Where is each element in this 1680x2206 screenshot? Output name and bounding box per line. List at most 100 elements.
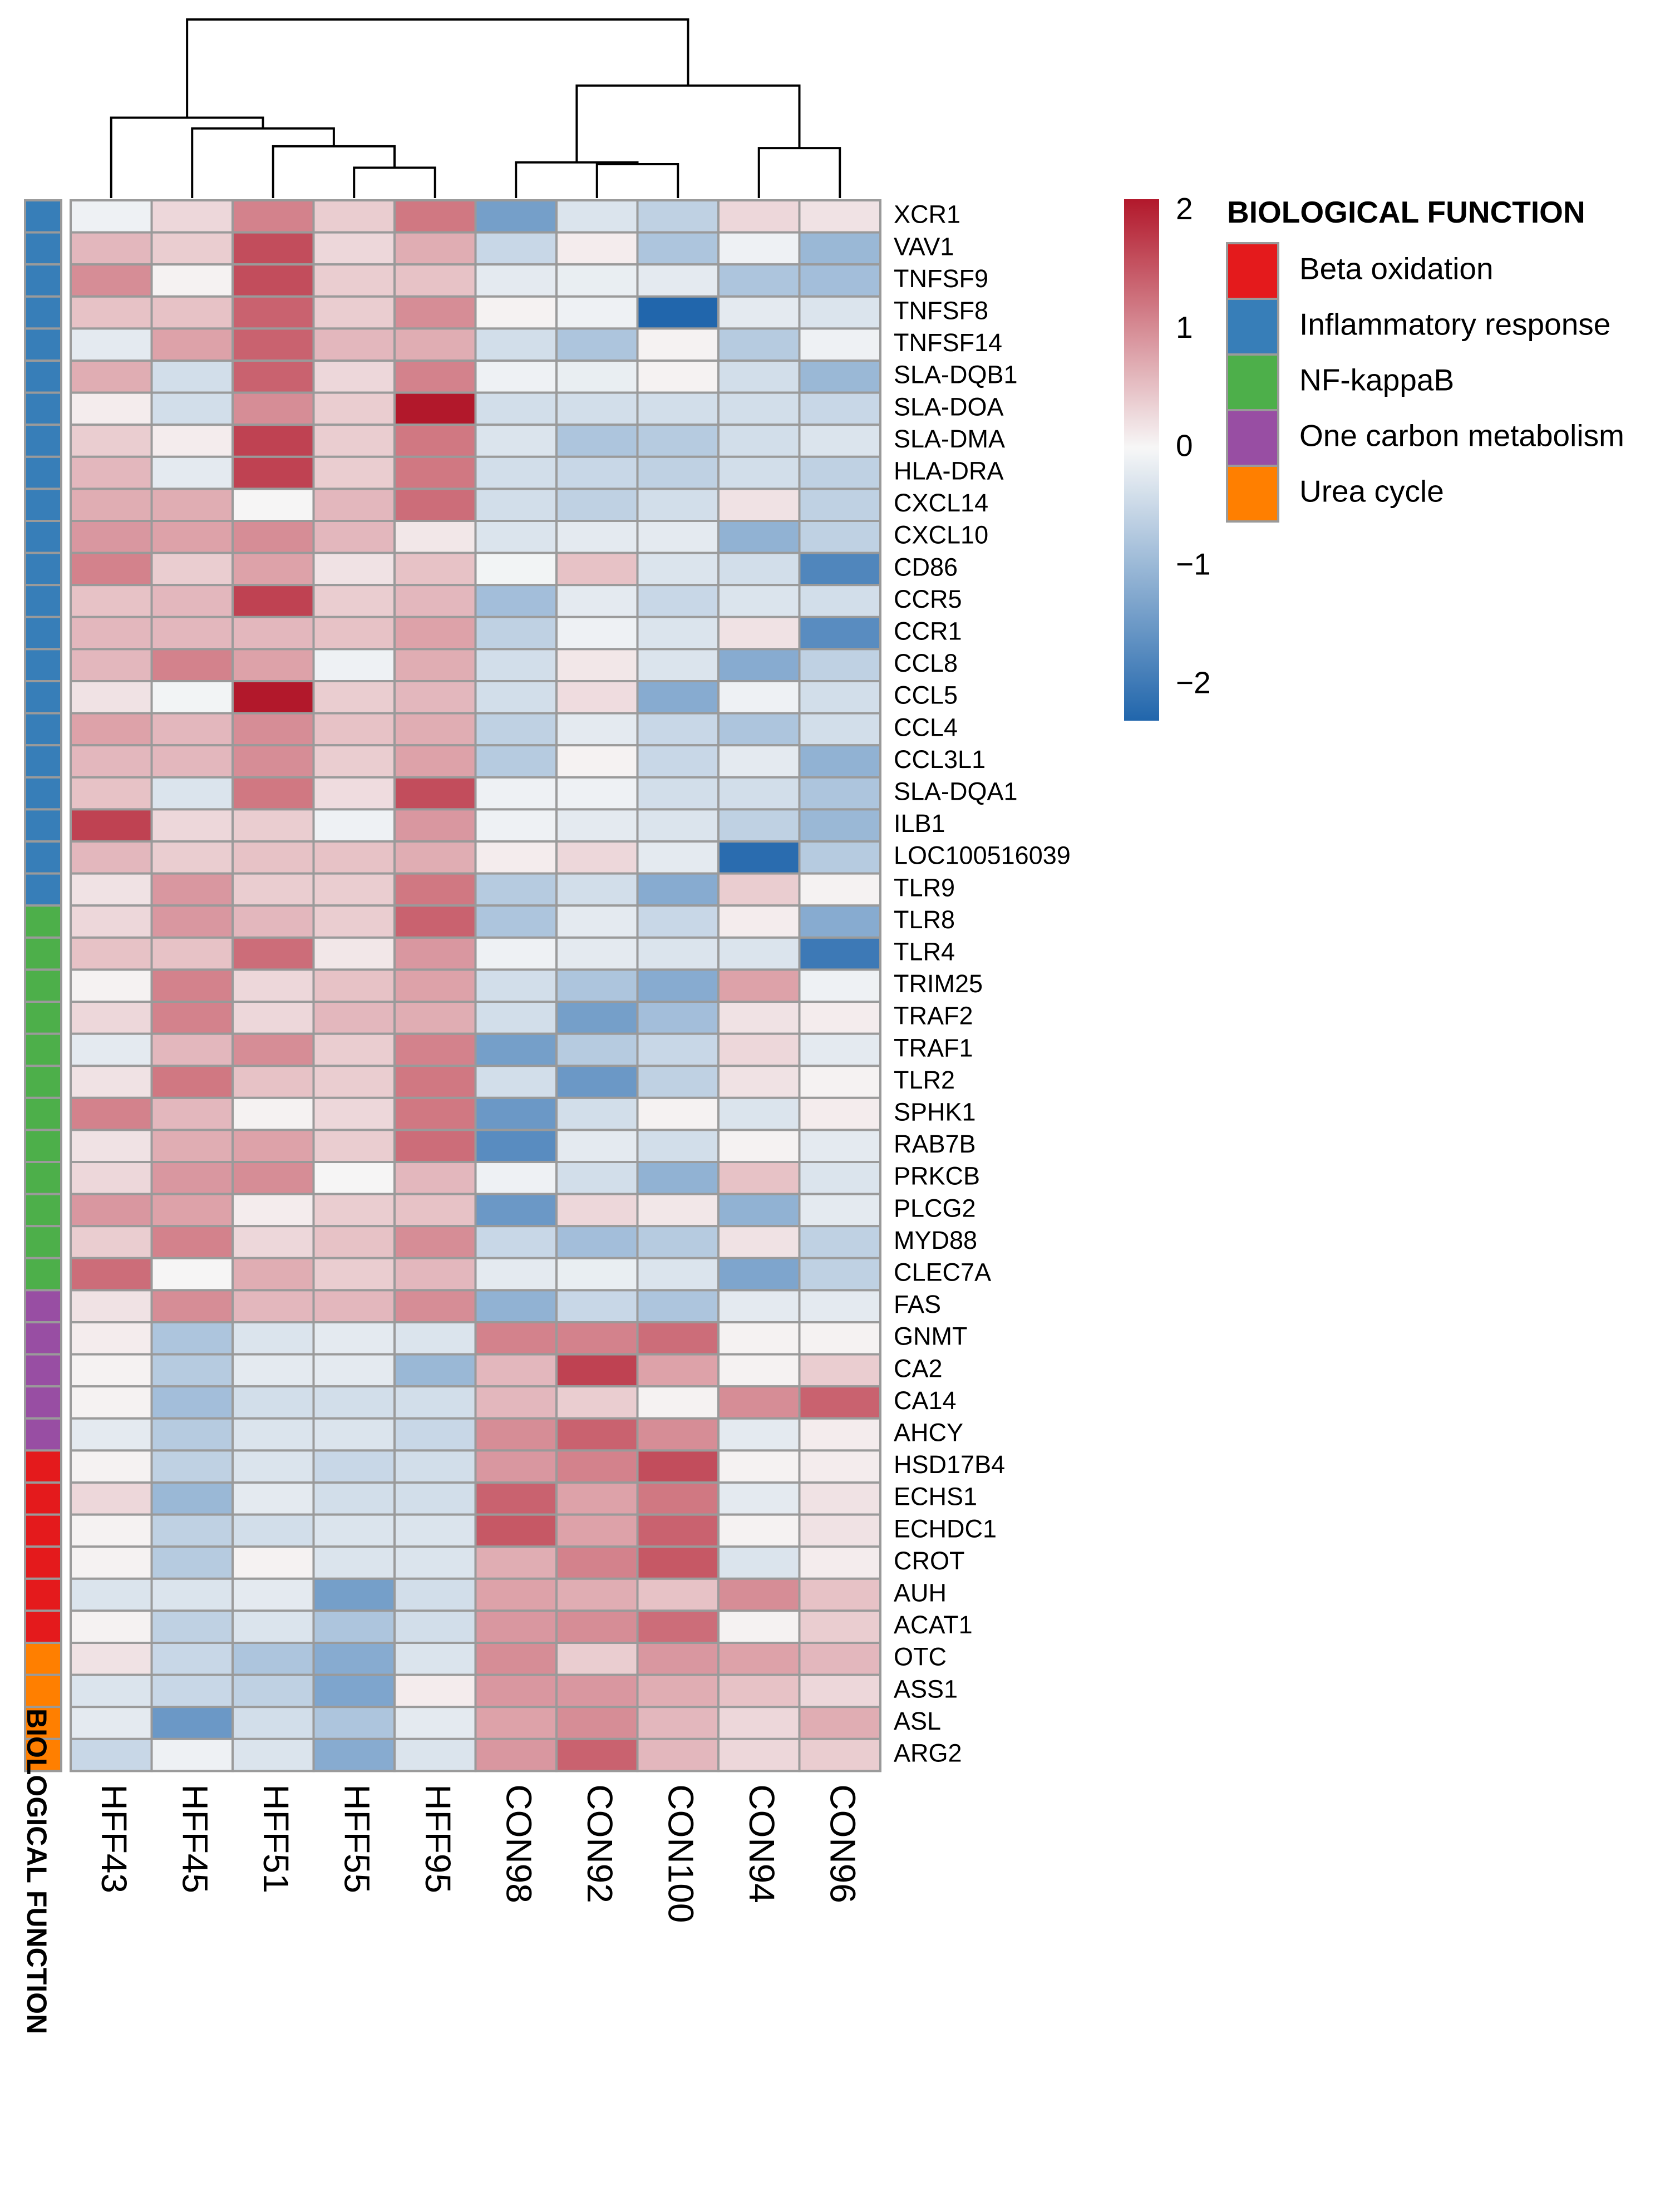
- heatmap-cell: [474, 295, 558, 330]
- heatmap-cell: [231, 263, 315, 298]
- heatmap-cell: [636, 712, 720, 747]
- heatmap-cell: [70, 1321, 153, 1356]
- annotation-axis-title: BIOLOGICAL FUNCTION: [21, 1708, 52, 2034]
- heatmap-cell: [70, 295, 153, 330]
- heatmap-cell: [393, 1706, 477, 1740]
- annotation-cell: [24, 1737, 62, 1772]
- heatmap-cell: [636, 1737, 720, 1772]
- annotation-cell: [24, 1513, 62, 1548]
- heatmap-cell: [231, 1481, 315, 1516]
- annotation-cell: [24, 872, 62, 907]
- heatmap-cell: [70, 1032, 153, 1067]
- heatmap-cell: [474, 904, 558, 939]
- heatmap-cell: [312, 1417, 396, 1452]
- heatmap-cell: [798, 1321, 881, 1356]
- row-label: SPHK1: [894, 1097, 976, 1126]
- heatmap-cell: [393, 1609, 477, 1644]
- heatmap-cell: [636, 231, 720, 266]
- heatmap-cell: [717, 1257, 801, 1292]
- heatmap-cell: [70, 231, 153, 266]
- heatmap-cell: [555, 360, 639, 394]
- column-label: CON92: [580, 1784, 620, 1903]
- heatmap-cell: [231, 391, 315, 426]
- heatmap-cell: [70, 1577, 153, 1612]
- heatmap-cell: [312, 1225, 396, 1259]
- heatmap-cell: [798, 840, 881, 875]
- heatmap-cell: [231, 455, 315, 490]
- heatmap-cell: [555, 776, 639, 811]
- heatmap-cell: [393, 1417, 477, 1452]
- row-label: RAB7B: [894, 1130, 976, 1158]
- heatmap-cell: [717, 1321, 801, 1356]
- heatmap-cell: [798, 615, 881, 651]
- heatmap-cell: [474, 584, 558, 618]
- heatmap-cell: [555, 520, 639, 554]
- heatmap-cell: [636, 295, 720, 330]
- heatmap-cell: [474, 680, 558, 715]
- heatmap-cell: [636, 1706, 720, 1740]
- heatmap-cell: [555, 1353, 639, 1388]
- annotation-cell: [24, 744, 62, 779]
- heatmap-cell: [636, 1513, 720, 1548]
- heatmap-cell: [474, 199, 558, 234]
- color-scale-tick: −1: [1176, 547, 1211, 582]
- heatmap-cell: [717, 231, 801, 266]
- heatmap-cell: [231, 295, 315, 330]
- heatmap-cell: [231, 1225, 315, 1259]
- heatmap-cell: [150, 1577, 234, 1612]
- legend-swatch: [1226, 353, 1279, 411]
- heatmap-cell: [231, 1417, 315, 1452]
- heatmap-cell: [555, 808, 639, 843]
- heatmap-cell: [231, 615, 315, 651]
- heatmap-cell: [798, 1096, 881, 1131]
- annotation-cell: [24, 1161, 62, 1195]
- heatmap-cell: [312, 1032, 396, 1067]
- annotation-cell: [24, 1257, 62, 1292]
- heatmap-cell: [474, 1417, 558, 1452]
- heatmap-cell: [312, 872, 396, 907]
- row-label: PRKCB: [894, 1162, 980, 1190]
- heatmap-cell: [474, 1513, 558, 1548]
- row-label: TNFSF8: [894, 296, 988, 324]
- heatmap-cell: [150, 648, 234, 683]
- heatmap-cell: [231, 584, 315, 618]
- heatmap-cell: [555, 1161, 639, 1195]
- heatmap-cell: [717, 1642, 801, 1676]
- heatmap-cell: [798, 776, 881, 811]
- heatmap-cell: [150, 744, 234, 779]
- row-label: TRAF2: [894, 1002, 973, 1030]
- heatmap-cell: [70, 263, 153, 298]
- heatmap-cell: [798, 1673, 881, 1708]
- heatmap-cell: [312, 968, 396, 1003]
- heatmap-cell: [636, 680, 720, 715]
- heatmap-cell: [798, 424, 881, 458]
- heatmap-cell: [150, 1001, 234, 1035]
- heatmap-cell: [393, 1673, 477, 1708]
- heatmap-cell: [474, 1257, 558, 1292]
- heatmap-cell: [70, 1161, 153, 1195]
- heatmap-cell: [555, 1001, 639, 1035]
- heatmap-cell: [636, 488, 720, 523]
- legend-swatch: [1226, 298, 1279, 356]
- heatmap-cell: [150, 1065, 234, 1099]
- heatmap-cell: [717, 1353, 801, 1388]
- annotation-cell: [24, 1449, 62, 1484]
- row-label: ILB1: [894, 809, 945, 838]
- heatmap-cell: [555, 1481, 639, 1516]
- heatmap-cell: [312, 1001, 396, 1035]
- heatmap-cell: [231, 936, 315, 971]
- heatmap-cell: [231, 1706, 315, 1740]
- legend-swatch: [1226, 242, 1279, 300]
- heatmap-cell: [555, 712, 639, 747]
- heatmap-cell: [555, 872, 639, 907]
- heatmap-cell: [717, 1577, 801, 1612]
- heatmap-cell: [636, 1096, 720, 1131]
- heatmap-cell: [636, 1225, 720, 1259]
- heatmap-cell: [231, 1001, 315, 1035]
- row-label: CCL5: [894, 681, 958, 710]
- legend-label: One carbon metabolism: [1299, 418, 1624, 453]
- heatmap-cell: [474, 1289, 558, 1323]
- heatmap-cell: [393, 1481, 477, 1516]
- heatmap-cell: [393, 1257, 477, 1292]
- annotation-cell: [24, 1096, 62, 1131]
